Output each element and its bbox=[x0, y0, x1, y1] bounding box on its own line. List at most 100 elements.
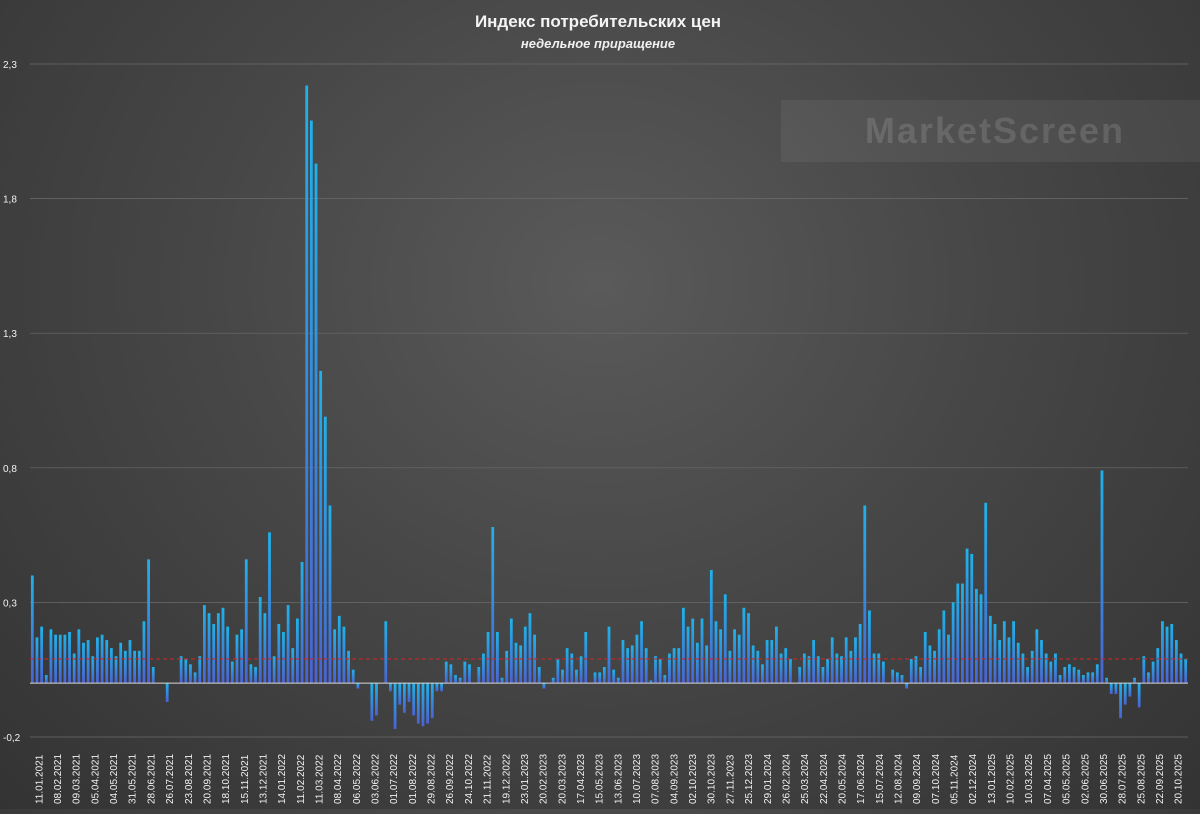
x-tick-label: 30.06.2025 bbox=[1099, 754, 1110, 804]
bar bbox=[556, 658, 560, 684]
bar bbox=[91, 656, 95, 684]
bar bbox=[30, 575, 34, 684]
bar bbox=[1133, 677, 1136, 684]
bar bbox=[1012, 621, 1015, 684]
bar bbox=[189, 664, 192, 684]
bar bbox=[709, 570, 713, 684]
bar bbox=[1072, 667, 1076, 684]
bar bbox=[691, 618, 695, 684]
bar bbox=[454, 675, 457, 684]
x-tick-label: 13.01.2025 bbox=[987, 754, 998, 804]
bar bbox=[328, 505, 332, 684]
x-tick-label: 07.08.2023 bbox=[651, 754, 662, 804]
bar bbox=[1002, 621, 1006, 684]
bar bbox=[858, 623, 862, 684]
bar bbox=[291, 648, 295, 684]
x-tick-label: 02.10.2023 bbox=[688, 754, 699, 804]
bar bbox=[142, 621, 146, 684]
bar bbox=[1040, 640, 1043, 684]
bar bbox=[602, 667, 606, 684]
bar bbox=[1044, 653, 1048, 684]
x-tick-label: 05.11.2024 bbox=[950, 754, 961, 804]
bar bbox=[821, 667, 825, 684]
bar bbox=[351, 669, 355, 684]
bar bbox=[756, 650, 760, 684]
bar bbox=[682, 607, 685, 684]
x-axis: 11.01.2021 08.02.2021 09.03.2021 05.04.2021… bbox=[34, 754, 1184, 804]
bar bbox=[668, 653, 671, 684]
x-tick-label: 05.05.2025 bbox=[1062, 754, 1073, 804]
x-tick-label: 04.09.2023 bbox=[669, 754, 680, 804]
x-tick-label: 04.05.2021 bbox=[109, 754, 120, 804]
x-tick-label: 26.09.2022 bbox=[445, 754, 456, 804]
x-tick-label: 05.04.2021 bbox=[90, 754, 101, 804]
x-tick-label: 02.06.2025 bbox=[1080, 754, 1091, 804]
x-tick-label: 08.04.2022 bbox=[333, 754, 344, 804]
bar bbox=[63, 634, 67, 684]
bar bbox=[1026, 667, 1029, 684]
bar bbox=[1081, 675, 1085, 684]
bar bbox=[203, 605, 206, 684]
bar bbox=[909, 658, 913, 684]
bar bbox=[319, 370, 323, 684]
bar bbox=[705, 645, 709, 684]
bar bbox=[1119, 683, 1122, 719]
bar bbox=[435, 683, 439, 692]
bar bbox=[593, 672, 597, 684]
bar bbox=[458, 677, 462, 684]
bar bbox=[300, 562, 304, 684]
bar bbox=[872, 653, 876, 684]
y-tick-label: 0,3 bbox=[3, 598, 17, 609]
bar bbox=[1095, 664, 1099, 684]
x-tick-label: 21.11.2022 bbox=[483, 754, 494, 804]
x-tick-label: 25.08.2025 bbox=[1136, 754, 1147, 804]
x-tick-label: 15.11.2021 bbox=[240, 754, 251, 804]
x-tick-label: 09.03.2021 bbox=[72, 754, 83, 804]
bar bbox=[514, 642, 518, 684]
bar bbox=[449, 664, 453, 684]
y-tick-label: 1,3 bbox=[3, 329, 17, 340]
bar bbox=[658, 658, 662, 684]
bar bbox=[1142, 656, 1146, 684]
bar bbox=[951, 602, 955, 684]
bar bbox=[86, 640, 90, 684]
bar bbox=[1170, 623, 1174, 684]
x-tick-label: 02.12.2024 bbox=[968, 754, 979, 804]
bar bbox=[272, 656, 276, 684]
bar bbox=[863, 505, 867, 684]
bar bbox=[1184, 658, 1188, 684]
bar bbox=[1030, 650, 1034, 684]
chart-subtitle: недельное приращение bbox=[521, 36, 675, 51]
bar bbox=[389, 683, 392, 692]
bar bbox=[830, 637, 834, 684]
bar bbox=[519, 645, 523, 684]
bar bbox=[1049, 661, 1053, 684]
bar bbox=[370, 683, 374, 721]
bar bbox=[900, 675, 904, 684]
bar bbox=[393, 683, 397, 729]
bar bbox=[798, 667, 802, 684]
x-tick-label: 11.01.2021 bbox=[34, 754, 45, 804]
x-tick-label: 25.03.2024 bbox=[800, 754, 811, 804]
bar bbox=[970, 553, 974, 684]
bar bbox=[1137, 683, 1141, 708]
bar bbox=[133, 650, 137, 684]
bar bbox=[654, 656, 657, 684]
chart-title: Индекс потребительских цен bbox=[475, 12, 721, 31]
bar bbox=[314, 163, 318, 684]
bar bbox=[444, 661, 448, 684]
bar bbox=[942, 610, 946, 684]
bar bbox=[491, 527, 495, 684]
watermark-text: MarketScreen bbox=[865, 110, 1125, 151]
bar bbox=[975, 588, 978, 684]
bar bbox=[226, 626, 230, 684]
bar bbox=[672, 648, 676, 684]
bar bbox=[1128, 683, 1132, 697]
bar bbox=[356, 683, 360, 689]
bar bbox=[663, 675, 667, 684]
bar bbox=[570, 653, 574, 684]
bar bbox=[742, 607, 746, 684]
bar bbox=[868, 610, 871, 684]
bar bbox=[640, 621, 643, 684]
bar bbox=[914, 656, 918, 684]
